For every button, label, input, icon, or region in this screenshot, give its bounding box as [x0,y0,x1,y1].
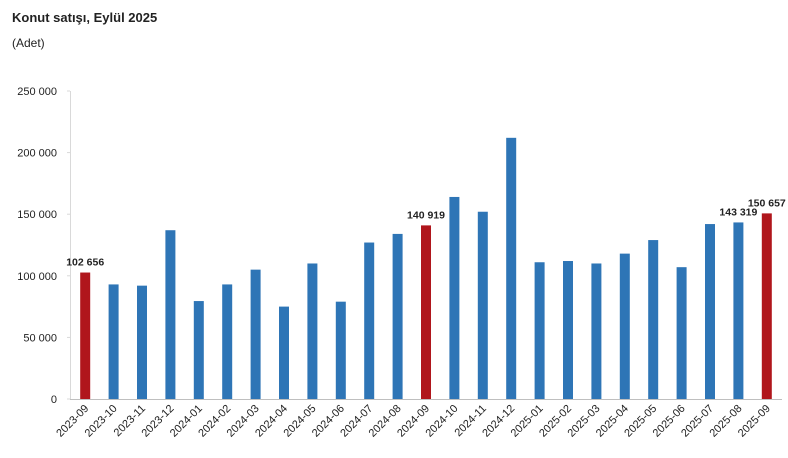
bar [619,253,630,399]
chart-title: Konut satışı, Eylül 2025 [12,10,157,25]
bar [222,284,233,399]
y-tick-label: 250 000 [17,86,57,98]
bar [421,225,431,399]
bar [449,196,460,399]
value-label: 143 319 [719,206,757,218]
chart-subtitle: (Adet) [12,36,45,50]
bar [335,301,346,399]
bar [705,224,715,399]
bar [193,301,204,399]
bar [250,269,261,399]
bar [477,211,488,399]
y-tick-label: 100 000 [17,271,57,283]
bar [506,137,517,400]
bar [165,230,176,399]
bar [761,213,772,399]
y-tick-label: 200 000 [17,148,57,160]
y-tick-label: 50 000 [23,332,57,344]
bar [676,267,687,399]
bar [279,306,289,399]
y-tick-label: 150 000 [17,209,57,221]
value-label: 140 919 [407,209,445,221]
bar [307,263,318,399]
bar [108,284,119,399]
bar [648,240,659,399]
bar [364,242,375,399]
bar [591,263,602,399]
bar [80,272,91,399]
value-label: 150 657 [748,197,786,209]
y-tick-label: 0 [51,394,57,406]
bar [733,222,744,399]
bar [534,262,545,399]
bar [137,285,147,399]
bar [563,261,573,399]
bar [392,233,403,399]
value-label: 102 656 [66,257,104,269]
